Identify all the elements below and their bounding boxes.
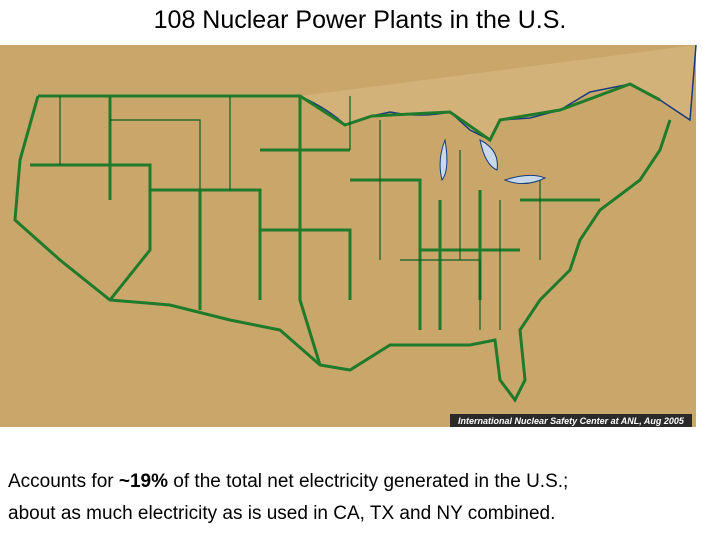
map: International Nuclear Safety Center at A… [0,44,697,427]
caption-highlight: ~19% [118,471,169,492]
caption-text: of the total net electricity generated i… [168,471,569,492]
caption-line: about as much electricity as is used in … [8,503,556,524]
credit: International Nuclear Safety Center at A… [458,416,685,426]
state-lines [59,96,541,330]
caption-text: Accounts for [8,471,119,492]
great-lakes [439,138,547,184]
title: 108 Nuclear Power Plants in the U.S. [153,6,567,34]
borders [13,82,672,403]
caption: Accounts for ~19% of the total net elect… [8,466,568,530]
credit-box [450,414,692,427]
caption-line: Accounts for ~19% of the total net elect… [8,466,568,498]
